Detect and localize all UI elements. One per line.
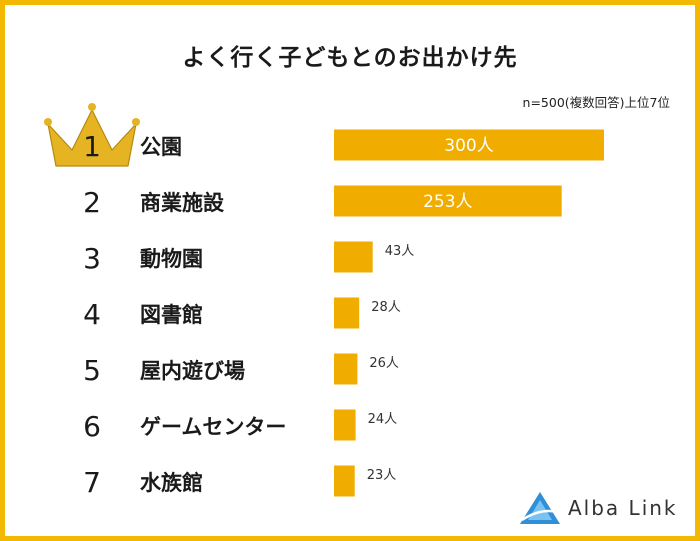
rank-number: 5 — [83, 354, 101, 387]
bar — [334, 353, 358, 385]
rank-number: 7 — [83, 466, 101, 499]
chart-title: よく行く子どもとのお出かけ先 — [182, 45, 518, 71]
category-label: 商業施設 — [140, 191, 225, 215]
value-label: 300人 — [444, 136, 493, 156]
crown-icon — [44, 103, 140, 167]
category-label: 屋内遊び場 — [140, 359, 245, 383]
rank-number: 2 — [83, 186, 101, 219]
bar — [334, 409, 356, 441]
category-label: 動物園 — [140, 247, 203, 271]
rank-number: 3 — [83, 242, 101, 275]
bar — [334, 241, 373, 273]
rank-number: 4 — [83, 298, 101, 331]
category-label: 図書館 — [140, 303, 203, 327]
value-label: 253人 — [423, 192, 472, 212]
sample-note: n=500(複数回答)上位7位 — [522, 95, 670, 110]
bar — [334, 129, 604, 161]
brand-name: Alba Link — [568, 496, 678, 520]
rank-number: 1 — [83, 130, 101, 163]
value-label: 23人 — [367, 468, 397, 483]
alba-link-logo-icon — [520, 492, 560, 524]
value-label: 24人 — [368, 412, 398, 427]
bar — [334, 185, 562, 217]
category-label: ゲームセンター — [140, 415, 286, 439]
category-label: 公園 — [140, 135, 182, 159]
value-label: 28人 — [371, 300, 401, 315]
brand-logo: Alba Link — [518, 490, 688, 526]
bar — [334, 297, 360, 329]
value-label: 26人 — [369, 356, 399, 371]
bar — [334, 465, 355, 497]
value-label: 43人 — [385, 244, 415, 259]
rank-number: 6 — [83, 410, 101, 443]
category-label: 水族館 — [140, 471, 203, 495]
